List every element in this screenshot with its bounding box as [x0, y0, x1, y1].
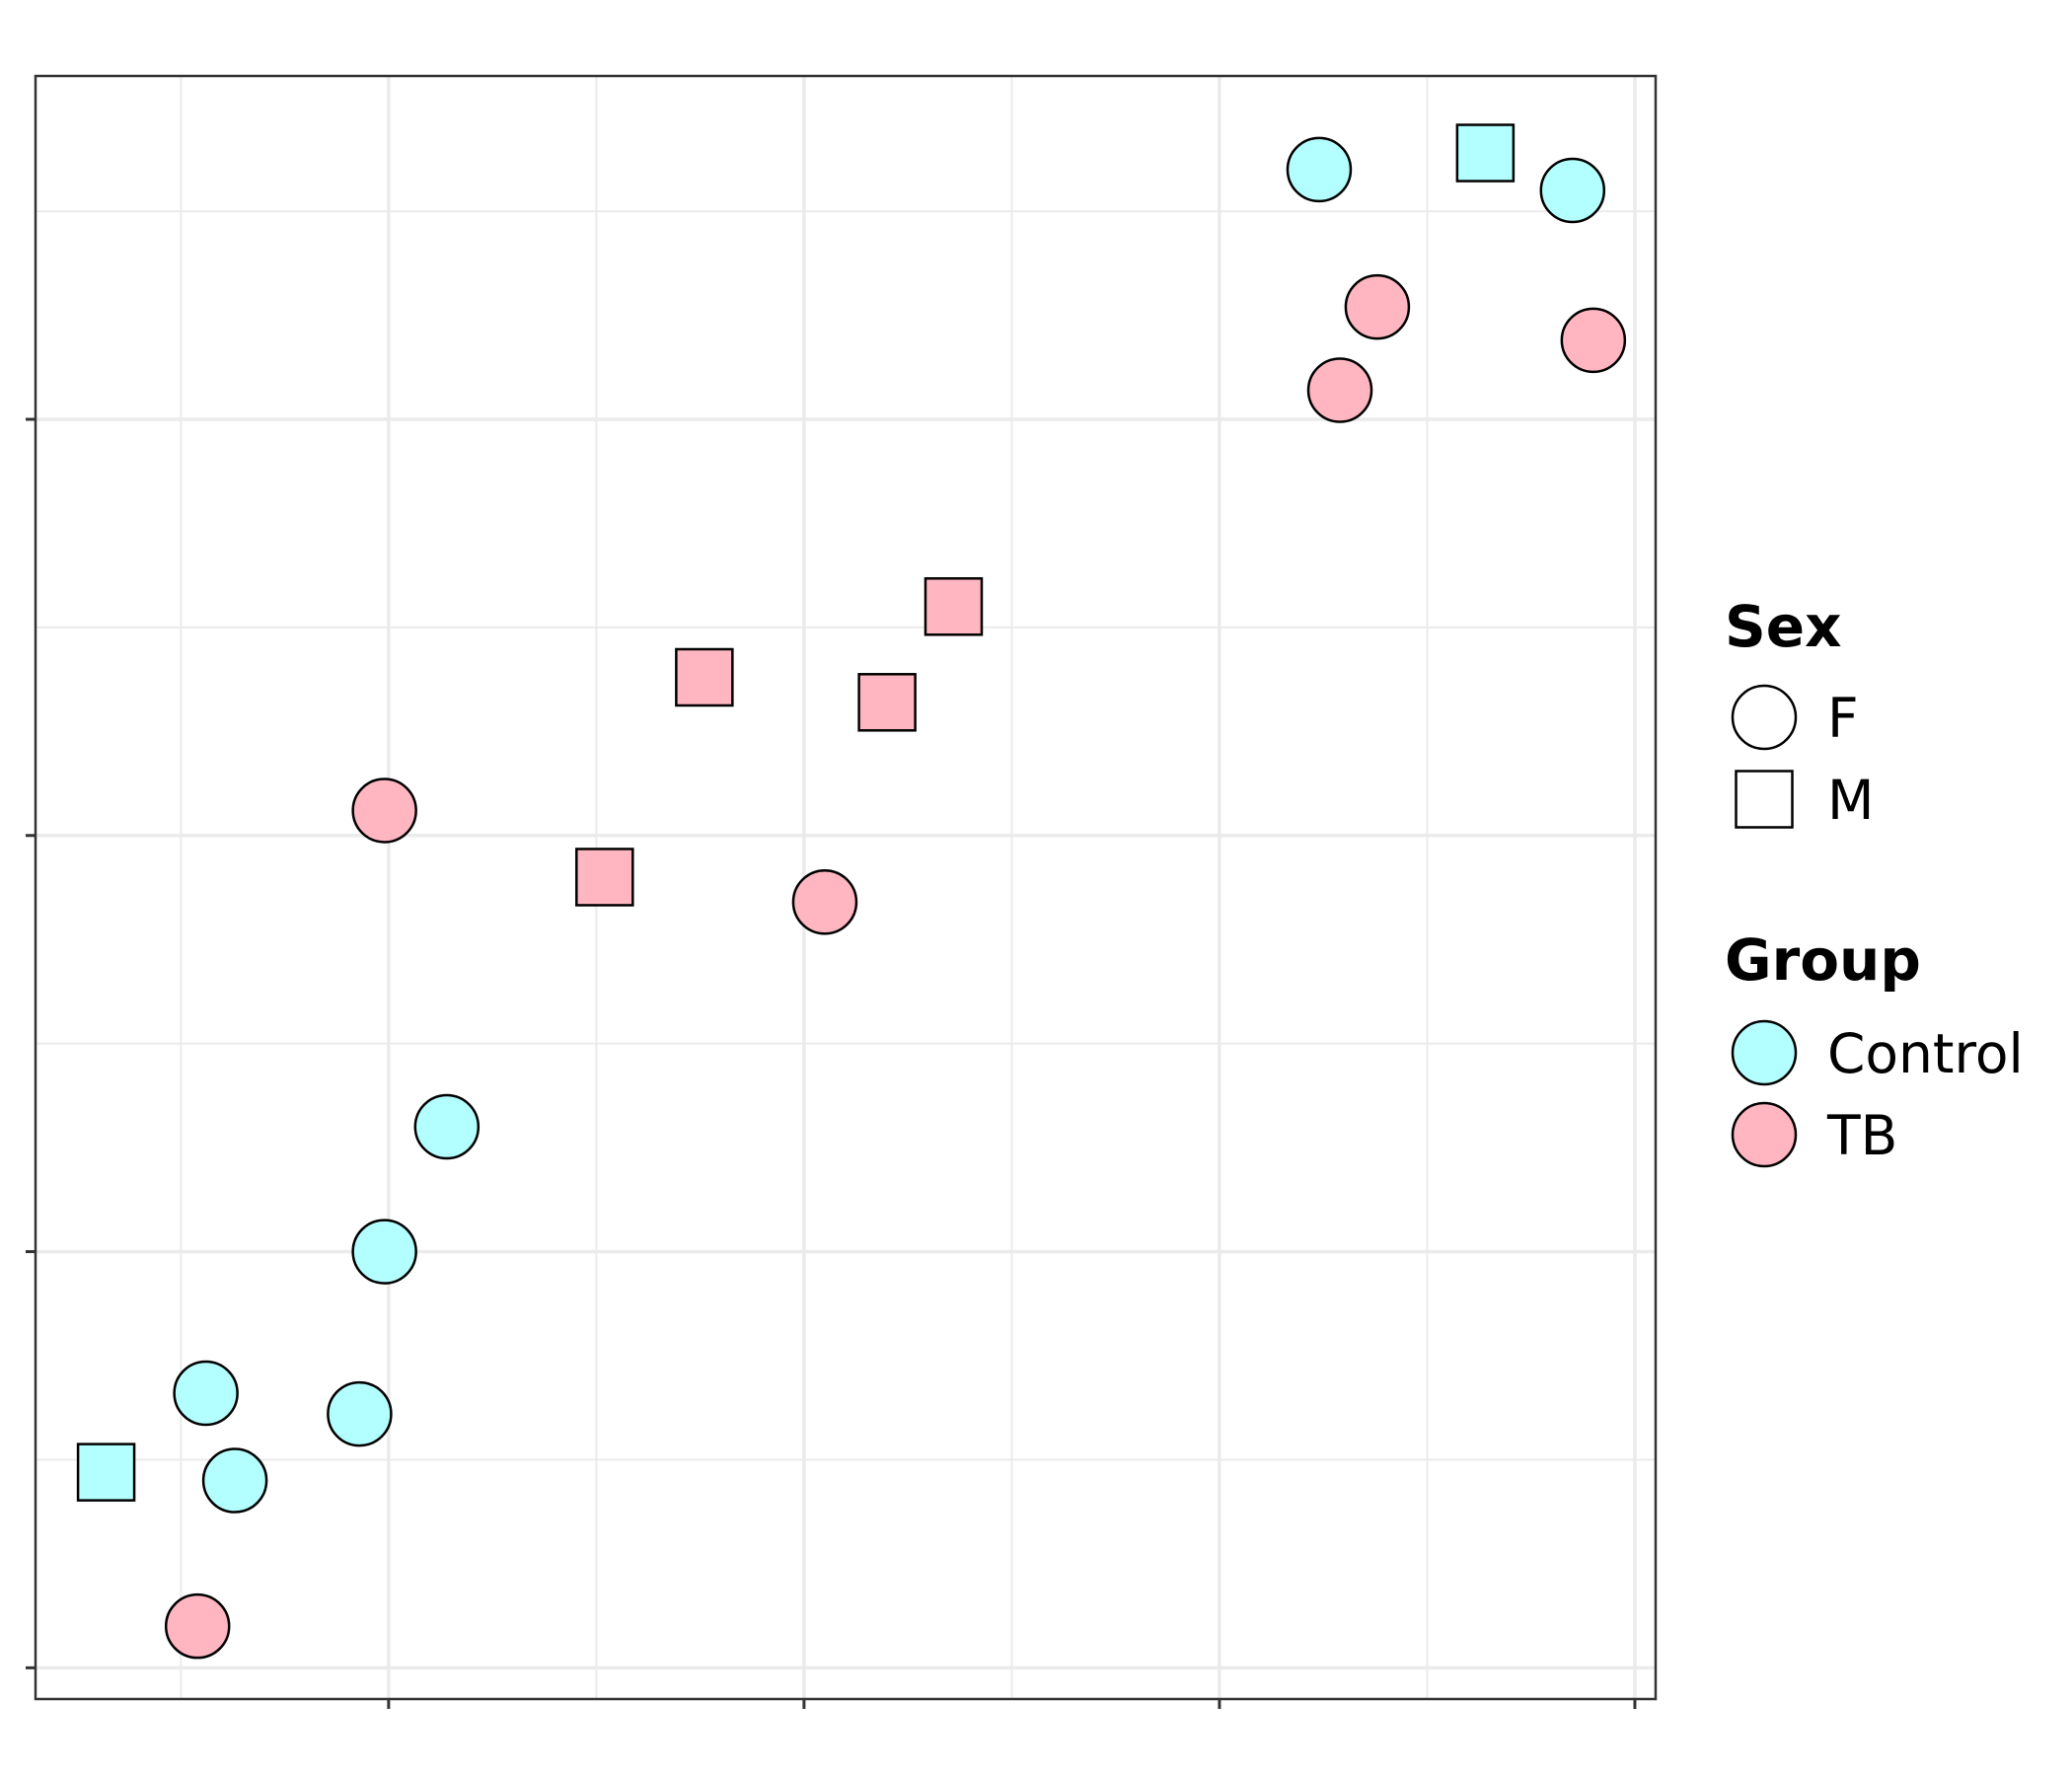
- data-point-control-m: [1455, 123, 1516, 183]
- data-points: [76, 123, 1627, 1660]
- data-point-control-f: [351, 1219, 417, 1285]
- data-point-control-f: [1286, 136, 1353, 203]
- legend-key-m: [1735, 770, 1794, 829]
- data-point-control-f: [1539, 157, 1606, 224]
- legend-key-f: [1731, 684, 1798, 751]
- axis-ticks: [26, 417, 1637, 1709]
- data-point-tb-f: [351, 777, 417, 844]
- data-point-tb-m: [857, 673, 917, 732]
- data-point-control-m: [76, 1443, 136, 1502]
- legend-title-group: Group: [1725, 926, 1921, 994]
- data-point-control-f: [413, 1093, 481, 1160]
- legend-label-control: Control: [1827, 1022, 2024, 1085]
- legend: Sex FM Group Control TB: [1725, 593, 2024, 1168]
- grid: [36, 76, 1656, 1699]
- data-point-tb-f: [791, 869, 858, 935]
- legend-key-control: [1731, 1019, 1798, 1086]
- data-point-tb-m: [575, 848, 634, 907]
- data-point-tb-f: [1560, 307, 1627, 374]
- data-point-tb-f: [1306, 357, 1373, 423]
- data-point-control-f: [201, 1447, 268, 1514]
- legend-label-tb: TB: [1826, 1104, 1897, 1167]
- data-point-tb-f: [164, 1592, 231, 1660]
- data-point-control-f: [327, 1380, 393, 1447]
- data-point-tb-m: [924, 577, 984, 636]
- legend-title-sex: Sex: [1725, 593, 1842, 660]
- legend-label-m: M: [1827, 769, 1874, 832]
- plot-panel-border: [34, 74, 1658, 1701]
- data-point-control-f: [173, 1360, 239, 1427]
- legend-label-f: F: [1827, 687, 1859, 750]
- legend-key-tb: [1731, 1101, 1798, 1168]
- data-point-tb-f: [1344, 273, 1411, 340]
- data-point-tb-m: [675, 647, 734, 707]
